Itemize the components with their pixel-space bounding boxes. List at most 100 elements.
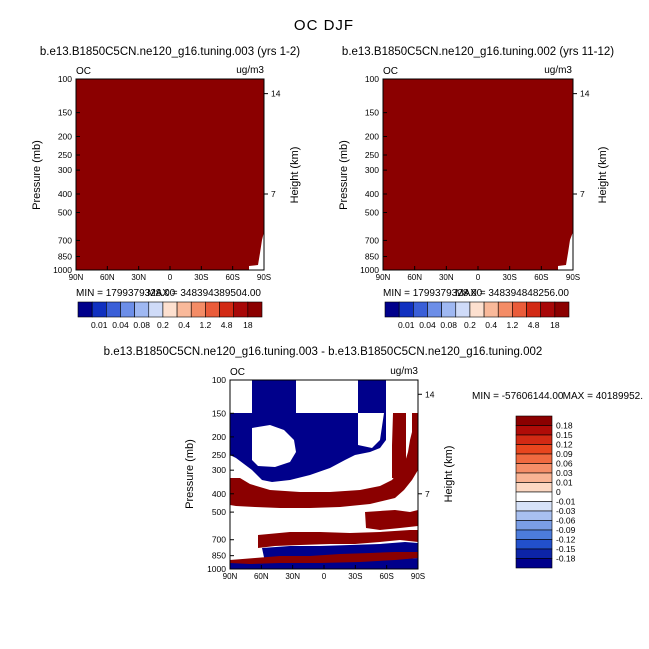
panel-3-white-column-mid: [296, 380, 358, 413]
y-tick-label: 300: [212, 465, 226, 475]
panel-2: b.e13.B1850C5CN.ne120_g16.tuning.002 (yr…: [338, 46, 614, 330]
colorbar-label: 0.03: [556, 468, 573, 478]
y-tick-label: 150: [365, 108, 379, 118]
height-tick-label: 14: [580, 89, 590, 99]
y-tick-label: 150: [212, 408, 226, 418]
colorbar-swatch: [515, 529, 553, 540]
colorbar-label: 0.09: [556, 449, 573, 459]
colorbar-label: -0.18: [556, 554, 576, 564]
colorbar-swatch: [205, 301, 220, 318]
panel-2-ylabel: Pressure (mb): [338, 140, 350, 210]
colorbar-label: 0.15: [556, 430, 573, 440]
colorbar-swatch: [77, 301, 93, 318]
panel-2-max: MAX = 348394848256.00: [455, 288, 569, 299]
panel-3-x-ticks: 90N 60N 30N 0 30S 60S 90S: [223, 565, 425, 581]
x-tick-label: 60N: [407, 273, 422, 282]
panel-3-ylabel: Pressure (mb): [184, 439, 196, 509]
colorbar-swatch: [515, 425, 553, 436]
colorbar-label: -0.15: [556, 544, 576, 554]
y-tick-label: 250: [212, 450, 226, 460]
panel-3-white-clearing: [252, 425, 296, 467]
colorbar-label: 1.2: [506, 320, 518, 330]
colorbar-label: 0.4: [485, 320, 497, 330]
x-tick-label: 90S: [411, 572, 425, 581]
x-tick-label: 90N: [69, 273, 84, 282]
panel-3-white-column: [230, 380, 252, 413]
colorbar-swatch: [515, 501, 553, 512]
y-tick-label: 150: [58, 108, 72, 118]
panel-3-colorbar: 0.180.150.120.090.060.030.010-0.01-0.03-…: [515, 415, 576, 569]
colorbar-label: 0.2: [157, 320, 169, 330]
y-tick-label: 850: [58, 252, 72, 262]
x-tick-label: 0: [168, 273, 173, 282]
colorbar-swatch: [515, 415, 553, 426]
height-tick-label: 7: [271, 189, 276, 199]
y-tick-label: 400: [365, 189, 379, 199]
y-tick-label: 100: [212, 375, 226, 385]
panel-2-height-ticks: 14 7: [573, 89, 590, 199]
x-tick-label: 90N: [223, 572, 238, 581]
panel-1-max: MAX = 348394389504.00: [147, 288, 261, 299]
colorbar-swatch: [441, 301, 457, 318]
colorbar-swatch: [540, 301, 556, 318]
panel-3-y-ticks: 100 150 200 250 300 400 500 700 850 1000: [207, 375, 234, 574]
panel-3: b.e13.B1850C5CN.ne120_g16.tuning.003 - b…: [104, 346, 643, 581]
x-tick-label: 30S: [194, 273, 208, 282]
colorbar-swatch: [219, 301, 234, 318]
colorbar-swatch: [512, 301, 527, 318]
y-tick-label: 850: [212, 551, 226, 561]
y-tick-label: 500: [58, 208, 72, 218]
x-tick-label: 0: [322, 572, 327, 581]
colorbar-label: 0.2: [464, 320, 476, 330]
colorbar-swatch: [515, 463, 553, 474]
panel-1-corner-left: OC: [76, 66, 91, 77]
y-tick-label: 200: [365, 131, 379, 141]
panel-1-x-ticks: 90N 60N 30N 0 30S 60S 90S: [69, 266, 271, 282]
colorbar-label: 0.4: [178, 320, 190, 330]
y-tick-label: 300: [58, 165, 72, 175]
x-tick-label: 60N: [254, 572, 269, 581]
panel-2-corner-right: ug/m3: [544, 65, 572, 76]
panel-1-corner-right: ug/m3: [236, 65, 264, 76]
colorbar-label: 0.06: [556, 459, 573, 469]
panel-2-corner-left: OC: [383, 66, 398, 77]
y-tick-label: 500: [365, 208, 379, 218]
height-tick-label: 14: [425, 389, 435, 399]
y-tick-label: 850: [365, 252, 379, 262]
panel-3-max: MAX = 40189952.: [563, 391, 643, 402]
panel-3-red-region-left: [230, 428, 418, 508]
panel-2-ylabel-right: Height (km): [597, 147, 609, 204]
height-tick-label: 7: [580, 189, 585, 199]
panel-3-red-region-bottom: [230, 552, 418, 564]
y-tick-label: 700: [58, 235, 72, 245]
colorbar-swatch: [247, 301, 263, 318]
y-tick-label: 400: [212, 489, 226, 499]
colorbar-label: 0.01: [398, 320, 415, 330]
colorbar-label: 0.18: [556, 421, 573, 431]
panel-3-red-region-low-band: [258, 530, 418, 548]
y-tick-label: 250: [58, 150, 72, 160]
panel-3-min: MIN = -57606144.00: [472, 391, 564, 402]
colorbar-swatch: [148, 301, 164, 318]
colorbar-swatch: [483, 301, 499, 318]
colorbar-swatch: [515, 472, 553, 483]
colorbar-swatch: [427, 301, 442, 318]
height-tick-label: 14: [271, 89, 281, 99]
x-tick-label: 30S: [503, 273, 517, 282]
panel-3-height-ticks: 14 7: [418, 389, 435, 499]
colorbar-label: 0.04: [419, 320, 436, 330]
colorbar-label: -0.09: [556, 525, 576, 535]
colorbar-swatch: [515, 548, 553, 559]
colorbar-swatch: [162, 301, 178, 318]
x-tick-label: 90S: [257, 273, 271, 282]
colorbar-label: 18: [550, 320, 560, 330]
panel-3-corner-right: ug/m3: [390, 366, 418, 377]
colorbar-swatch: [515, 520, 553, 531]
y-tick-label: 1000: [53, 265, 72, 275]
panel-3-field: [230, 380, 418, 569]
colorbar-swatch: [554, 301, 570, 318]
x-tick-label: 60S: [226, 273, 240, 282]
y-tick-label: 200: [58, 131, 72, 141]
panel-3-white-notch: [358, 413, 384, 448]
colorbar-swatch: [190, 301, 206, 318]
